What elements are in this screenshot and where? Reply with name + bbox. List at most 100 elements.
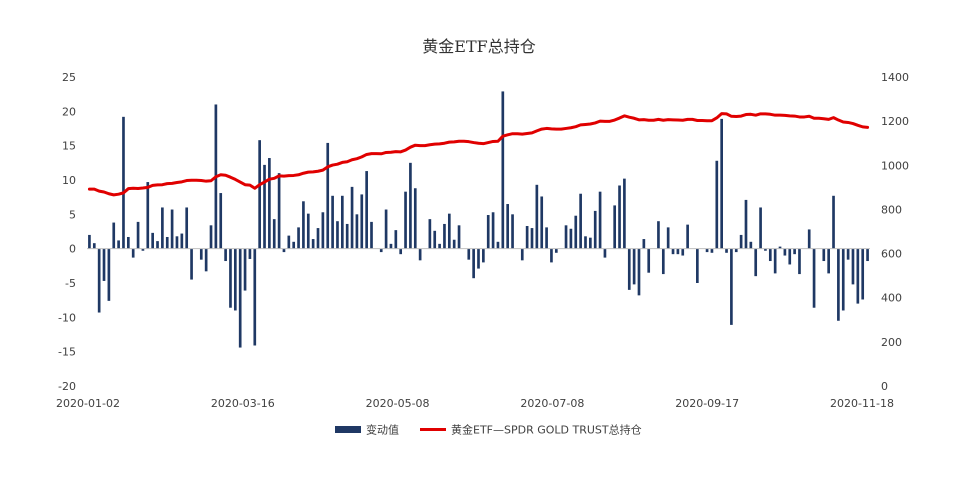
bar [248, 248, 252, 259]
bar [768, 248, 772, 262]
right-tick-label: 400 [881, 292, 902, 305]
legend-label-line: 黄金ETF—SPDR GOLD TRUST总持仓 [451, 423, 642, 437]
bar [715, 160, 719, 249]
bar [754, 248, 758, 277]
bar [482, 248, 485, 263]
bar [467, 248, 471, 260]
left-tick-label: -5 [65, 277, 76, 290]
bar [384, 209, 388, 249]
bar [579, 193, 582, 249]
bar [253, 248, 257, 346]
bar [525, 226, 529, 249]
bar [778, 246, 782, 249]
bar [564, 225, 568, 249]
bar [720, 118, 723, 249]
x-tick-label: 2020-05-08 [366, 397, 430, 410]
bar [165, 236, 169, 249]
bar [394, 230, 398, 249]
bar [832, 195, 835, 249]
bar [122, 116, 125, 249]
bar [433, 230, 437, 249]
bar [282, 248, 286, 253]
line-series [87, 112, 870, 197]
x-axis: 2020-01-02 2020-03-16 2020-05-08 2020-07-08… [56, 397, 894, 410]
bar [535, 184, 539, 249]
bar [360, 194, 364, 249]
bar [788, 248, 792, 265]
bar [316, 228, 320, 249]
bar [744, 199, 748, 249]
bar [540, 196, 544, 249]
legend-label-bar: 变动值 [366, 423, 399, 437]
bar [861, 248, 865, 300]
bar [131, 248, 135, 258]
bar-series [88, 91, 869, 348]
bar [428, 219, 432, 249]
x-tick-label: 2020-03-16 [211, 397, 275, 410]
left-tick-label: 25 [62, 71, 76, 84]
bar [666, 227, 670, 249]
bar [136, 221, 140, 249]
bar [311, 239, 315, 249]
bar [496, 241, 500, 249]
bar [345, 223, 349, 249]
bar [117, 240, 120, 249]
bar [647, 248, 651, 273]
bar [379, 248, 383, 253]
bar [175, 236, 179, 249]
bar [413, 188, 417, 249]
bar [263, 164, 266, 249]
right-tick-label: 1200 [881, 115, 909, 128]
bar [749, 241, 753, 249]
bar [730, 248, 733, 325]
bar [112, 222, 116, 249]
bar [292, 241, 296, 249]
bar [506, 204, 510, 249]
bar [243, 248, 247, 291]
bar [161, 207, 164, 249]
bar [598, 191, 602, 249]
bar [584, 236, 587, 249]
bar [389, 243, 393, 249]
bar [88, 234, 91, 249]
bar [759, 207, 762, 249]
bar [204, 248, 208, 272]
bar [613, 205, 617, 249]
bar [793, 248, 796, 255]
bar [696, 248, 699, 283]
bar [107, 248, 111, 301]
bar [370, 221, 373, 249]
bar [710, 248, 714, 253]
bar [306, 213, 310, 249]
bar [238, 248, 242, 348]
bar [92, 243, 96, 249]
bar [277, 173, 281, 249]
bar [739, 234, 743, 249]
bar [418, 248, 422, 261]
bar [97, 248, 101, 313]
bar [409, 162, 412, 249]
bar [589, 237, 592, 249]
left-tick-label: -10 [58, 311, 76, 324]
bar [355, 214, 359, 249]
x-tick-label: 2020-01-02 [56, 397, 120, 410]
bar [773, 248, 777, 274]
bar [637, 248, 641, 296]
bar [837, 248, 840, 321]
bar [569, 228, 573, 249]
bar [185, 207, 189, 249]
bar [399, 248, 403, 255]
right-tick-label: 1000 [881, 159, 909, 172]
bar [151, 232, 154, 249]
bar [764, 248, 767, 251]
bar [326, 142, 330, 249]
bar [511, 214, 514, 249]
bar [438, 243, 441, 249]
bar [783, 248, 787, 256]
bar [657, 221, 660, 249]
bar [530, 228, 534, 249]
bar [268, 158, 271, 249]
right-tick-label: 800 [881, 203, 902, 216]
right-tick-label: 1400 [881, 71, 909, 84]
